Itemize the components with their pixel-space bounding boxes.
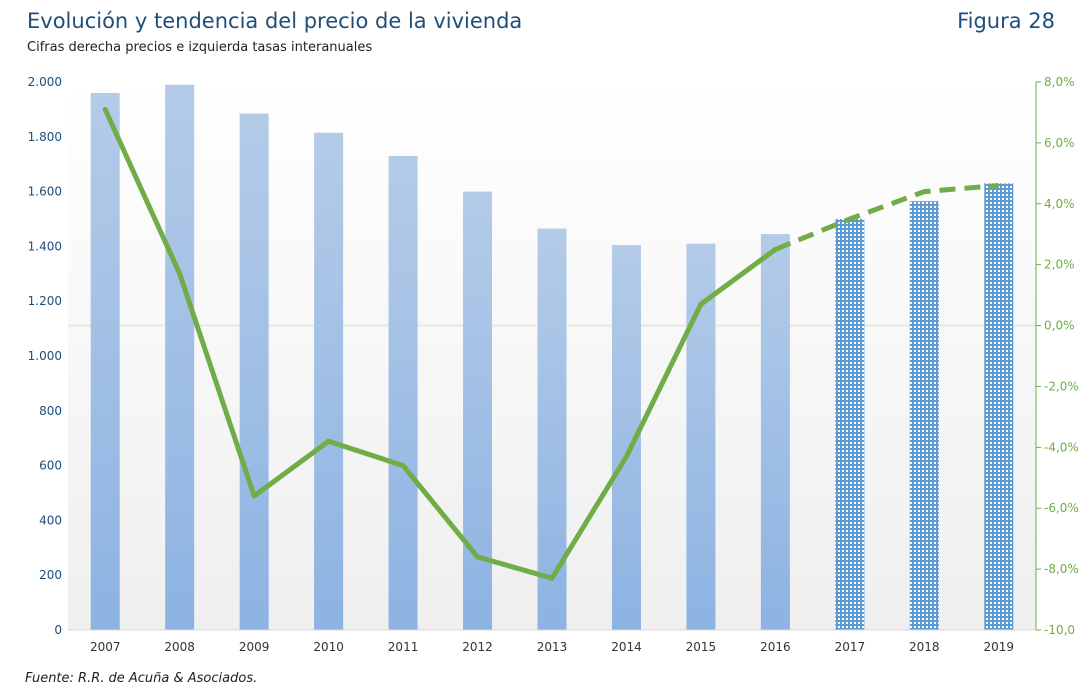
- left-axis-tick-label: 2.000: [28, 75, 62, 89]
- right-axis-tick-label: -4,0%: [1044, 440, 1079, 454]
- left-axis-tick-label: 600: [39, 459, 62, 473]
- left-axis-tick-label: 1.800: [28, 130, 62, 144]
- x-axis-tick-label: 2009: [239, 640, 270, 654]
- price-bar-2016: [760, 234, 790, 630]
- right-axis-tick-label: 6,0%: [1044, 136, 1075, 150]
- growth-rate-line: [102, 106, 778, 581]
- left-axis-tick-label: 1.600: [28, 185, 62, 199]
- left-axis-tick-label: 1.200: [28, 294, 62, 308]
- growth-rate-forecast-line: [774, 183, 1000, 252]
- price-bar-2008: [165, 84, 195, 631]
- left-axis-tick-label: 200: [39, 568, 62, 582]
- right-axis-tick-label: -10,0: [1044, 623, 1075, 637]
- left-axis-tick-label: 400: [39, 513, 62, 527]
- right-axis-tick-label: 2,0%: [1044, 258, 1075, 272]
- chart-title: Evolución y tendencia del precio de la v…: [27, 9, 523, 33]
- forecast-bar-2018: [909, 201, 939, 630]
- price-bar-2010: [314, 132, 344, 630]
- left-axis-tick-label: 1.400: [28, 239, 62, 253]
- x-axis-tick-label: 2010: [313, 640, 344, 654]
- price-bar-2012: [463, 191, 493, 630]
- x-axis-tick-label: 2008: [164, 640, 195, 654]
- x-axis-tick-label: 2007: [90, 640, 121, 654]
- right-axis-tick-label: -2,0%: [1044, 379, 1079, 393]
- x-axis-tick-label: 2012: [462, 640, 493, 654]
- right-axis-tick-label: -8,0%: [1044, 562, 1079, 576]
- price-bar-2013: [537, 228, 567, 630]
- forecast-bar-2019: [984, 183, 1014, 630]
- figure-label: Figura 28: [957, 9, 1055, 33]
- x-axis-tick-label: 2011: [388, 640, 419, 654]
- x-axis-tick-label: 2013: [537, 640, 568, 654]
- price-bar-2007: [90, 92, 120, 630]
- x-axis-tick-label: 2016: [760, 640, 791, 654]
- right-axis-tick-label: 4,0%: [1044, 197, 1075, 211]
- forecast-bar-2017: [835, 219, 865, 630]
- x-axis-tick-label: 2018: [909, 640, 940, 654]
- x-axis-tick-label: 2019: [983, 640, 1014, 654]
- right-axis-tick-label: 0,0%: [1044, 319, 1075, 333]
- left-axis-tick-label: 0: [54, 623, 62, 637]
- right-axis-tick-label: -6,0%: [1044, 501, 1079, 515]
- right-axis-tick-label: 8,0%: [1044, 75, 1075, 89]
- left-axis-tick-label: 1.000: [28, 349, 62, 363]
- source-note: Fuente: R.R. de Acuña & Asociados.: [25, 671, 258, 686]
- left-axis-tick-label: 800: [39, 404, 62, 418]
- price-bar-2009: [239, 113, 269, 630]
- x-axis-tick-label: 2014: [611, 640, 642, 654]
- x-axis-tick-label: 2015: [686, 640, 717, 654]
- x-axis-tick-label: 2017: [835, 640, 866, 654]
- price-bar-2011: [388, 155, 418, 631]
- chart-subtitle: Cifras derecha precios e izquierda tasas…: [27, 40, 373, 55]
